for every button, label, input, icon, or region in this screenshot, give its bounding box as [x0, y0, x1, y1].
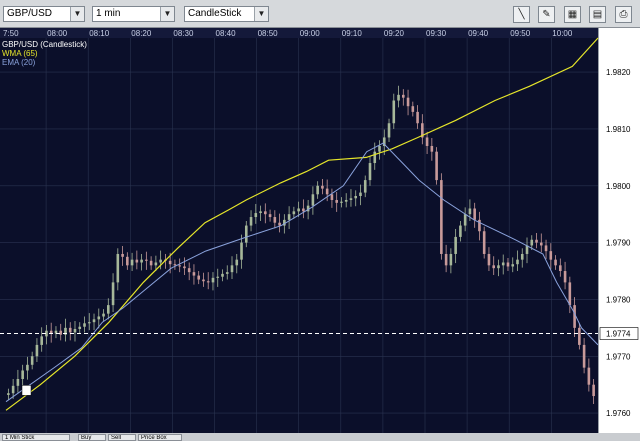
- price-box-button[interactable]: Price Box: [138, 434, 182, 441]
- bottom-bar: 1 Min Stick Buy Sell Price Box: [0, 433, 640, 441]
- chevron-down-icon[interactable]: ▼: [160, 7, 174, 21]
- grid-icon: ▦: [567, 9, 578, 20]
- interval-dropdown[interactable]: 1 min ▼: [92, 6, 175, 22]
- buy-button[interactable]: Buy: [78, 434, 106, 441]
- draw-line-icon: ╲: [518, 9, 525, 20]
- tab-1min-stick[interactable]: 1 Min Stick: [2, 434, 70, 441]
- print-button[interactable]: ⎙: [615, 6, 632, 23]
- chart-area[interactable]: [0, 38, 598, 433]
- legend-ema: EMA (20): [2, 58, 36, 67]
- edit-button[interactable]: ✎: [538, 6, 555, 23]
- symbol-value: GBP/USD: [7, 8, 53, 19]
- sell-button[interactable]: Sell: [108, 434, 136, 441]
- chart-style-dropdown[interactable]: CandleStick ▼: [184, 6, 269, 22]
- table-button[interactable]: ▤: [589, 6, 606, 23]
- settings-icon: ✎: [542, 9, 551, 20]
- grid-button[interactable]: ▦: [564, 6, 581, 23]
- chevron-down-icon[interactable]: ▼: [254, 7, 268, 21]
- time-axis: [0, 28, 598, 38]
- symbol-dropdown[interactable]: GBP/USD ▼: [3, 6, 85, 22]
- chart-style-value: CandleStick: [188, 8, 242, 19]
- legend-wma: WMA (65): [2, 49, 38, 58]
- price-axis: [598, 28, 640, 433]
- chevron-down-icon[interactable]: ▼: [70, 7, 84, 21]
- interval-value: 1 min: [96, 8, 121, 19]
- print-icon: ⎙: [619, 9, 628, 20]
- table-icon: ▤: [592, 9, 603, 20]
- draw-line-button[interactable]: ╲: [513, 6, 530, 23]
- legend-title: GBP/USD (Candlestick): [2, 40, 87, 49]
- chart-toolbar: GBP/USD ▼ 1 min ▼ CandleStick ▼ ╲ ✎ ▦ ▤ …: [0, 0, 640, 28]
